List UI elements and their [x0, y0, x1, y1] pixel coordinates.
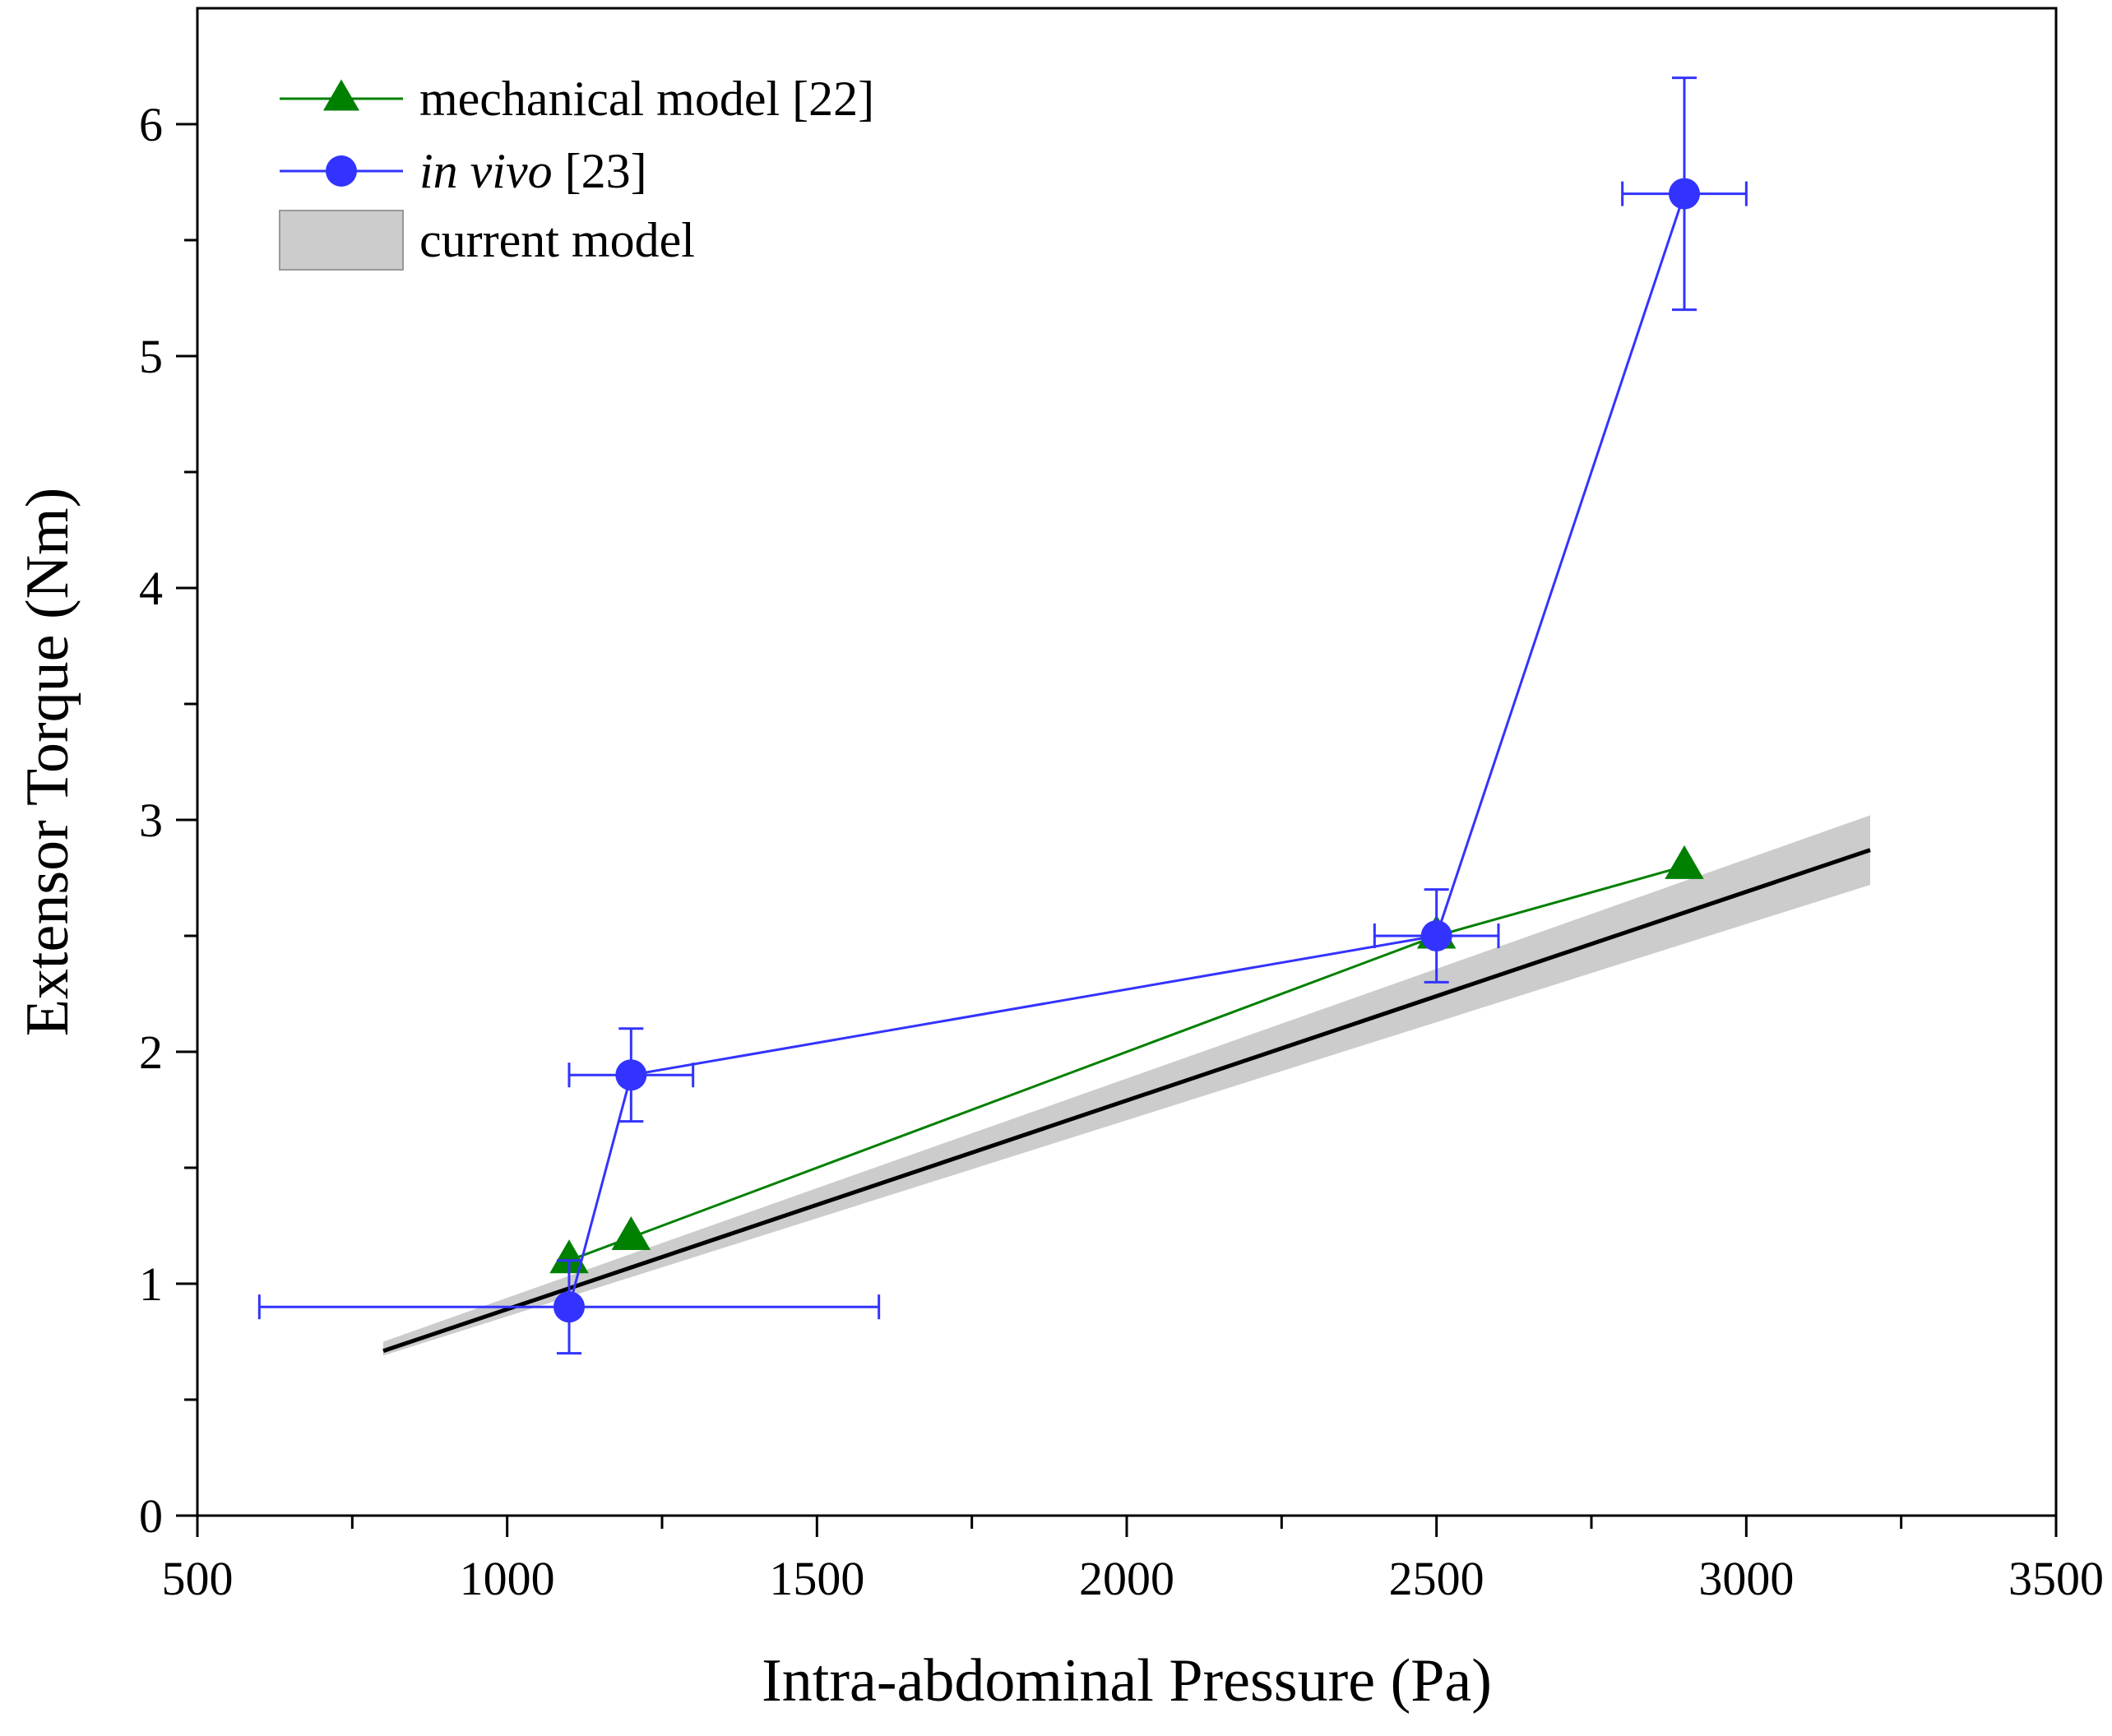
legend-item-3: current model [279, 210, 695, 271]
data-point-circle [1669, 178, 1700, 210]
y-tick-label: 3 [139, 794, 163, 847]
legend-item-1: mechanical model [22] [280, 72, 874, 126]
x-tick-label: 3000 [1698, 1552, 1794, 1605]
x-axis-title: Intra-abdominal Pressure (Pa) [762, 1647, 1492, 1715]
series-1-line [568, 864, 1685, 1262]
x-tick-label: 2500 [1389, 1552, 1484, 1605]
legend-band-swatch [279, 210, 404, 271]
legend: mechanical model [22] in vivo [23] current… [279, 72, 874, 271]
x-tick-label: 3500 [2008, 1552, 2104, 1605]
x-tick-label: 1500 [769, 1552, 864, 1605]
model-band [383, 815, 1870, 1356]
y-tick-label: 6 [139, 98, 163, 151]
data-point-triangle [1665, 845, 1704, 879]
legend-marker-circle [326, 155, 357, 187]
data-point-circle [1420, 920, 1452, 951]
legend-item-2: in vivo [23] [280, 144, 647, 198]
data-point-circle [553, 1291, 585, 1323]
y-tick-label: 4 [139, 562, 163, 615]
data-point-triangle [611, 1216, 651, 1251]
y-axis-title: Extensor Torque (Nm) [14, 488, 81, 1037]
x-tick-label: 500 [162, 1552, 234, 1605]
axes: 500 1000 1500 2000 2500 3000 3500 0 1 2 3 4 5 6 [139, 7, 2104, 1605]
model-line [382, 848, 1871, 1354]
series-2-line [567, 193, 1686, 1308]
y-tick-label: 5 [139, 330, 163, 383]
y-tick-label: 2 [139, 1025, 163, 1079]
x-tick-label: 2000 [1079, 1552, 1174, 1605]
data-point-circle [615, 1059, 647, 1091]
plot-area [257, 76, 1871, 1356]
legend-label: in vivo [23] [419, 144, 647, 198]
legend-label: current model [419, 213, 695, 267]
legend-label: mechanical model [22] [419, 72, 874, 126]
y-tick-label: 0 [139, 1489, 163, 1543]
x-tick-label: 1000 [460, 1552, 555, 1605]
y-tick-label: 1 [139, 1257, 163, 1311]
legend-marker-triangle [323, 79, 359, 111]
